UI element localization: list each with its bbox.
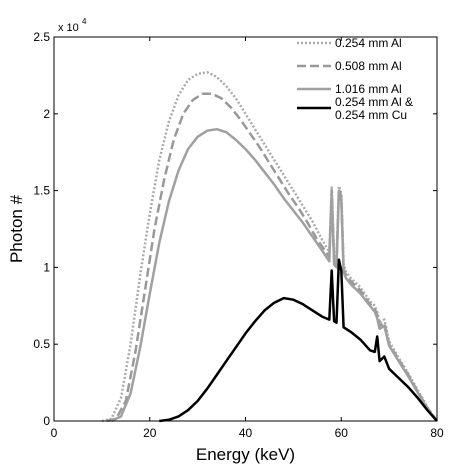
- legend-label-4: 0.254 mm Al & 0.254 mm Cu: [335, 95, 413, 122]
- x-tick-label-0: 0: [51, 426, 58, 440]
- x-tick-label-1: 20: [143, 426, 157, 440]
- y-axis-label: Photon #: [7, 194, 26, 263]
- x-tick-label-2: 40: [239, 426, 253, 440]
- series-line-1: [101, 71, 439, 423]
- legend-entry-4: 0.254 mm Al & 0.254 mm Cu: [297, 95, 413, 122]
- x-axis-label: Energy (keV): [196, 445, 295, 464]
- y-tick-label-3: 1.5: [33, 184, 50, 198]
- legend-entry-1: 0.254 mm Al: [297, 36, 402, 50]
- y-tick-label-1: 0.5: [33, 337, 50, 351]
- legend-label-2: 0.508 mm Al: [335, 59, 402, 73]
- x-tick-label-3: 60: [335, 426, 349, 440]
- x-tick-label-4: 80: [430, 426, 444, 440]
- y-tick-label-5: 2.5: [33, 30, 50, 44]
- y-tick-label-4: 2: [43, 107, 50, 121]
- series-line-3: [110, 127, 438, 423]
- y-tick-label-2: 1: [43, 260, 50, 274]
- y-tick-label-0: 0: [43, 414, 50, 428]
- legend-entry-3: 1.016 mm Al: [297, 82, 402, 96]
- legend-label-1: 0.254 mm Al: [335, 36, 402, 50]
- legend: 0.254 mm Al 0.508 mm Al 1.016 mm Al 0.25…: [297, 36, 413, 122]
- ticks-layer: 0 20 40 60 80 0 0.5 1 1.5 2 2.5: [33, 30, 444, 440]
- series-line-4: [159, 258, 438, 423]
- legend-label-3: 1.016 mm Al: [335, 82, 402, 96]
- series-layer: [101, 71, 439, 423]
- y-multiplier-exponent: 4: [82, 17, 87, 26]
- y-multiplier-base: x 10: [58, 22, 79, 34]
- y-axis-multiplier: x 10 4: [58, 17, 87, 34]
- legend-entry-2: 0.508 mm Al: [297, 59, 402, 73]
